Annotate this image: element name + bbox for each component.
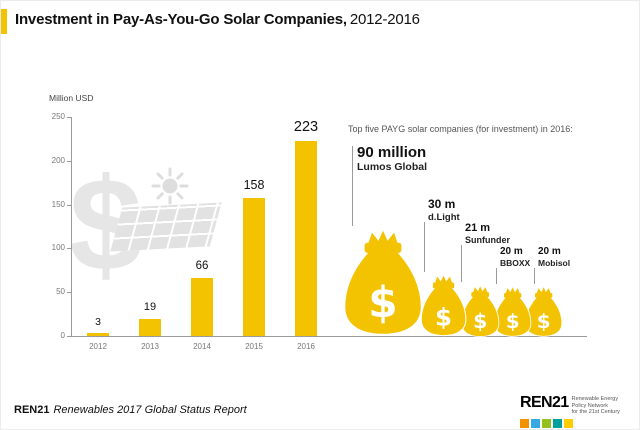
logo-icon [553,418,562,428]
logo-icon [564,418,573,428]
tagline-line: Renewable Energy [571,396,619,402]
svg-text:$: $ [435,303,452,332]
y-tick-mark [67,117,71,118]
company-amount: 20 m [538,246,561,257]
ren21-logo-icons [520,418,636,428]
companies-heading: Top five PAYG solar companies (for inves… [348,124,573,134]
company-amount: 21 m [465,222,491,234]
company-label: 30 m d.Light [428,197,460,223]
logo-icon [542,418,551,428]
company-amount: 30 m [428,197,456,211]
ren21-logo: REN21 Renewable Energy Policy Network fo… [520,394,636,428]
y-tick-label: 150 [51,199,65,209]
bar-value-label: 223 [293,119,319,136]
x-tick-label: 2014 [193,342,211,351]
footer-brand: REN21 [14,404,50,416]
title-years: 2012-2016 [349,11,420,28]
x-tick-label: 2013 [141,342,159,351]
footer-source: REN21 Renewables 2017 Global Status Repor… [14,404,247,416]
y-tick-label: 250 [51,112,65,121]
bar [87,333,109,336]
company-connector-line [461,245,462,282]
company-label: 20 m BBOXX [500,246,530,268]
x-tick-label: 2012 [89,342,107,351]
svg-text:$: $ [537,309,551,333]
y-tick-mark [67,336,71,337]
svg-text:$: $ [368,279,397,328]
money-bag: $ [458,284,502,337]
bar-value-label: 3 [95,315,101,328]
company-label: 20 m Mobisol [538,246,570,268]
bar-value-label: 19 [143,301,157,314]
ren21-logo-tagline: Renewable Energy Policy Network for the … [572,395,620,416]
company-connector-line [352,146,353,226]
company-name: Mobisol [538,257,571,268]
money-bag: $ [522,285,565,337]
x-tick-label: 2016 [297,342,315,351]
money-bag: $ [337,228,429,337]
company-label: 21 m Sunfunder [465,222,510,246]
y-axis-line [71,117,72,336]
company-name: Sunfunder [465,234,510,245]
y-tick-mark [67,160,71,162]
bar [139,319,161,336]
logo-icon [520,418,529,428]
bar [295,140,317,336]
tagline-line: for the 21st Century [571,409,620,416]
svg-text:$: $ [473,309,487,333]
y-tick-label: 100 [51,243,65,253]
money-bag: $ [417,274,470,337]
company-connector-line [424,222,425,272]
title-main: Investment in Pay-As-You-Go Solar Compan… [15,11,347,28]
sun-watermark-icon [151,167,189,205]
y-tick-label: 200 [51,155,65,165]
x-tick-label: 2015 [245,342,263,351]
ren21-logo-name: REN21 [520,394,569,411]
x-axis-line [71,336,587,337]
svg-text:$: $ [505,309,519,333]
solar-panel-watermark-icon [110,202,222,252]
y-tick-mark [67,248,71,250]
company-name: Lumos Global [357,161,428,174]
bar-value-label: 66 [195,259,209,272]
company-connector-line [534,268,535,284]
y-tick-mark [67,292,71,294]
y-tick-label: 0 [60,331,65,340]
company-connector-line [496,268,497,284]
company-amount: 20 m [500,246,523,257]
bar [191,278,213,336]
bar-value-label: 158 [243,178,265,193]
logo-icon [531,418,540,428]
y-tick-mark [67,204,71,206]
title-accent-bar [1,9,7,34]
money-bag: $ [491,285,534,337]
company-name: d.Light [428,211,460,223]
y-tick-label: 50 [56,287,65,297]
footer-report-title: Renewables 2017 Global Status Report [53,404,247,416]
y-axis-title: Million USD [49,93,94,103]
ren21-logo-top: REN21 Renewable Energy Policy Network fo… [520,394,636,416]
company-label: 90 million Lumos Global [357,144,427,174]
page-title: Investment in Pay-As-You-Go Solar Compan… [15,11,420,28]
bar [243,197,265,336]
company-amount: 90 million [357,144,427,161]
tagline-line: Policy Network [571,402,608,409]
company-name: BBOXX [500,257,531,268]
